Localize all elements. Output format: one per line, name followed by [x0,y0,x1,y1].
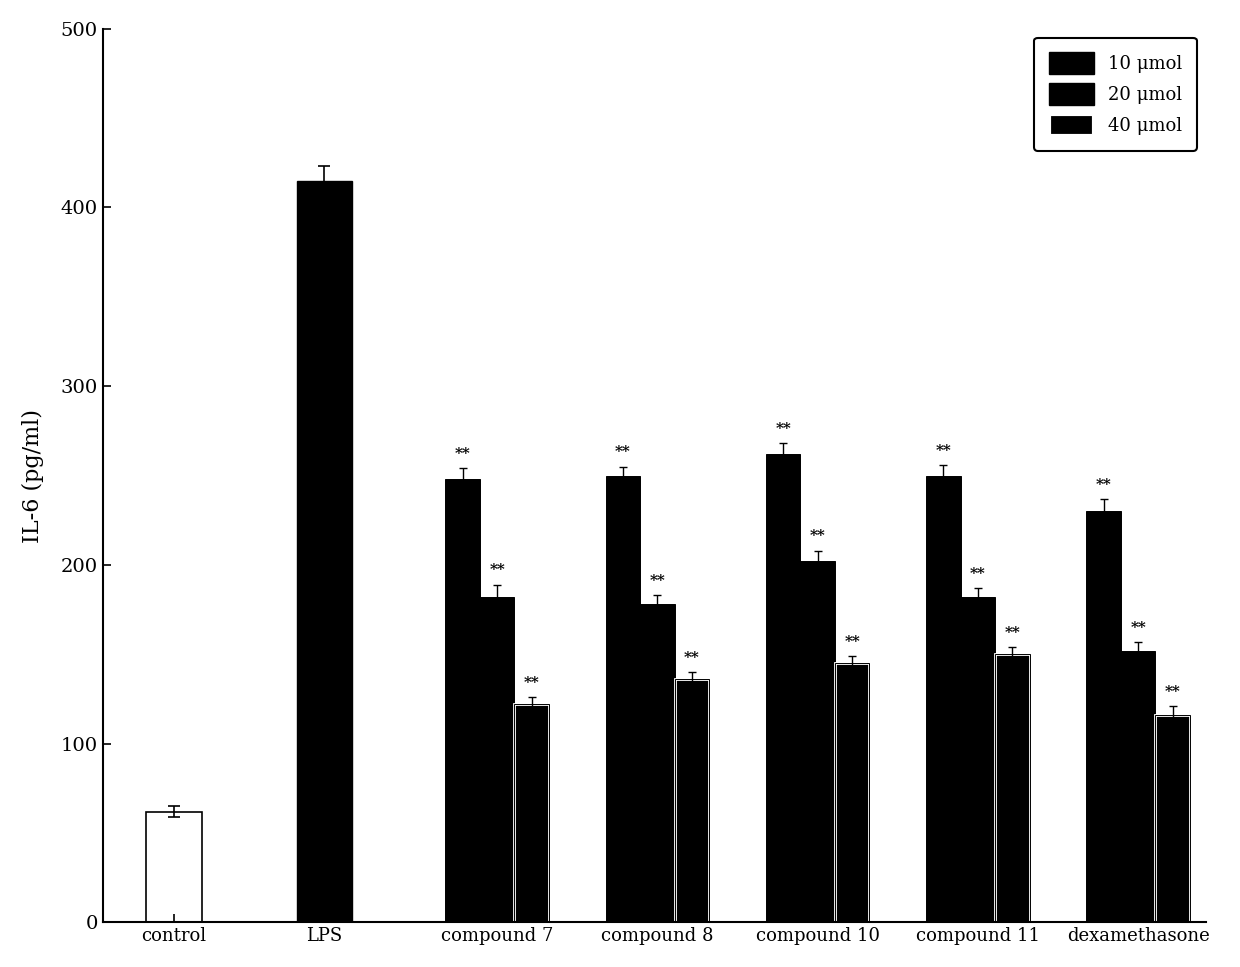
Bar [1156,716,1190,923]
Bar [996,655,1029,923]
Bar [1121,651,1156,923]
Y-axis label: IL-6 (pg/ml): IL-6 (pg/ml) [21,409,43,542]
Text: **: ** [1164,685,1180,699]
Bar [1086,512,1121,923]
Text: **: ** [684,651,699,665]
Bar [605,476,640,923]
Text: **: ** [1004,626,1021,640]
Bar [766,454,800,923]
Bar [296,181,352,923]
Bar [146,811,202,923]
Bar [996,655,1029,923]
Text: **: ** [810,530,826,543]
Bar [835,663,869,923]
Bar [515,704,549,923]
Bar [835,663,869,923]
Text: **: ** [935,444,951,457]
Bar [445,479,480,923]
Text: **: ** [844,635,861,649]
Bar [800,562,835,923]
Text: **: ** [523,676,539,690]
Text: **: ** [1096,478,1111,491]
Legend: 10 μmol, 20 μmol, 40 μmol: 10 μmol, 20 μmol, 40 μmol [1034,38,1197,151]
Text: **: ** [650,574,665,588]
Bar [480,598,515,923]
Text: **: ** [1131,621,1146,634]
Bar [926,476,961,923]
Bar [675,680,709,923]
Text: **: ** [615,446,631,459]
Bar [1156,716,1190,923]
Text: **: ** [775,423,791,436]
Text: **: ** [455,448,470,461]
Bar [675,680,709,923]
Bar [515,704,549,923]
Bar [961,598,996,923]
Bar [640,604,675,923]
Text: **: ** [490,564,505,577]
Text: **: ** [970,567,986,581]
